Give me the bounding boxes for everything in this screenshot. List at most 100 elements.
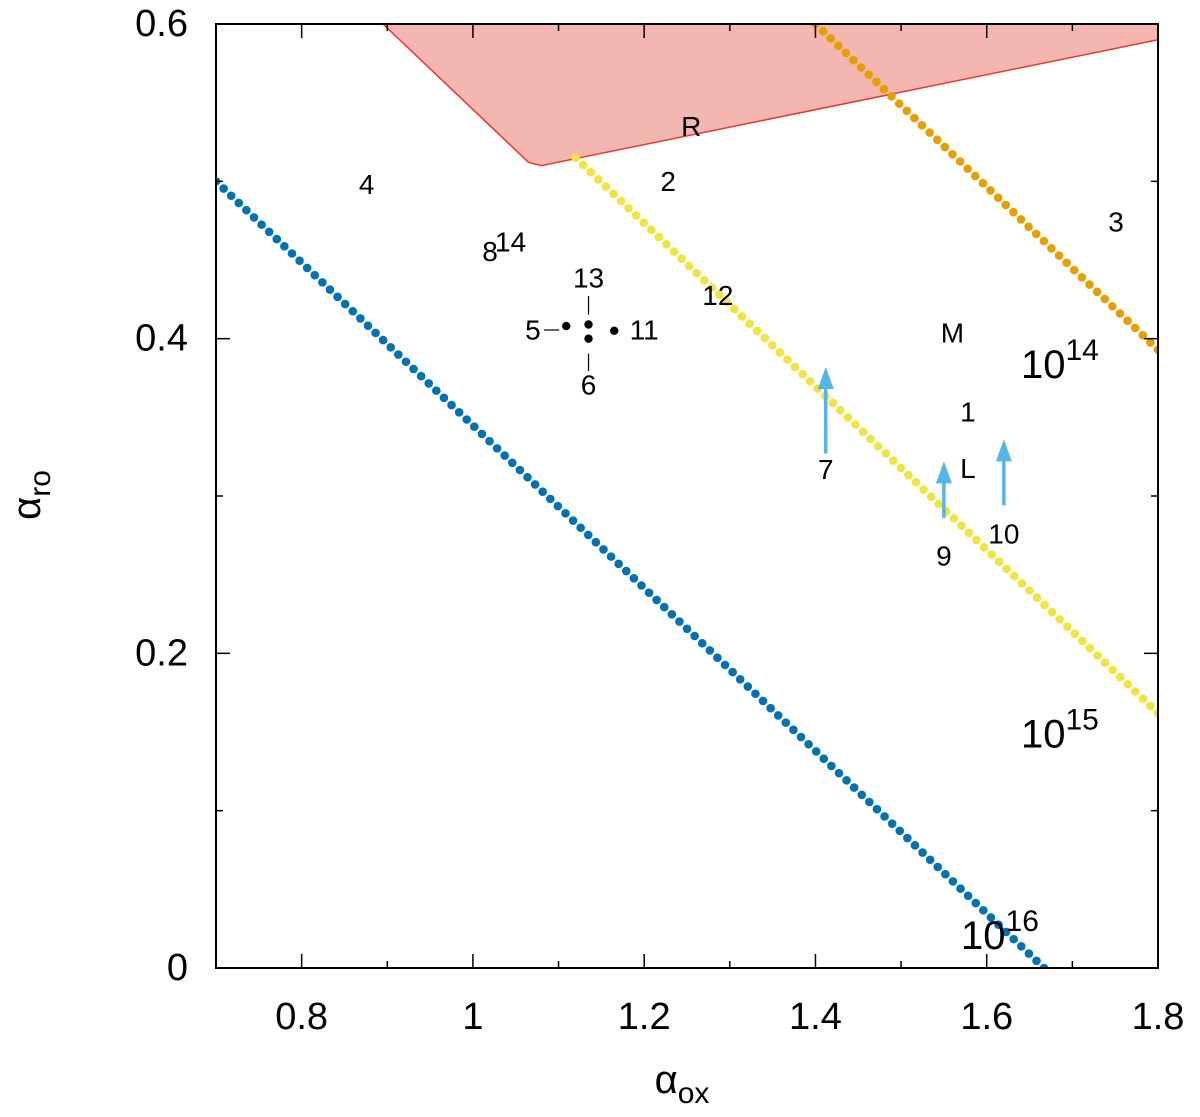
axis-ticks: 0.8 1 1.2 1.4 1.6 1.8 0 0.2 0.4 0.6 xyxy=(135,3,1184,1038)
series-dot xyxy=(963,164,972,174)
series-dot xyxy=(781,718,791,727)
series-dot xyxy=(454,407,464,417)
x-tick-label: 1.4 xyxy=(789,996,842,1038)
series-dot xyxy=(1108,665,1117,675)
series-dot xyxy=(226,191,236,201)
annotation-3: 3 xyxy=(1108,207,1124,238)
series-dot xyxy=(1078,636,1087,646)
series-dot xyxy=(439,393,449,403)
series-dot xyxy=(783,355,792,364)
series-dot xyxy=(280,241,289,251)
series-dot xyxy=(858,427,868,437)
series-label-base: 10 xyxy=(961,914,1006,958)
series-label-exponent: 15 xyxy=(1065,704,1098,737)
series-dot xyxy=(730,304,739,314)
series-dot xyxy=(818,26,828,36)
y-tick-label: 0 xyxy=(167,947,188,989)
series-dot xyxy=(904,470,913,480)
series-dot xyxy=(971,898,981,908)
series-dot xyxy=(295,256,304,266)
series-dot xyxy=(530,480,540,489)
series-dot xyxy=(675,617,684,626)
series-dot xyxy=(1123,316,1132,326)
series-dot xyxy=(1039,236,1049,246)
series-dot xyxy=(737,312,747,321)
series-dot xyxy=(866,434,875,444)
annotation-2: 2 xyxy=(660,166,676,197)
annotation-8: 8 xyxy=(482,236,498,267)
series-dot xyxy=(409,364,418,374)
series-dot xyxy=(1123,679,1133,689)
series-10-14 xyxy=(811,24,1158,354)
point-13 xyxy=(584,320,593,329)
x-axis-label-sub: ox xyxy=(678,1077,710,1110)
series-dot xyxy=(934,499,943,509)
series-dot xyxy=(955,157,965,166)
y-tick-label: 0.4 xyxy=(135,318,188,360)
series-dot xyxy=(948,149,957,159)
series-dot xyxy=(659,602,669,612)
series-dot xyxy=(333,292,342,302)
series-dot xyxy=(963,891,973,901)
series-dot xyxy=(578,160,588,170)
region-label-R: R xyxy=(681,111,701,142)
series-dot xyxy=(745,319,754,328)
series-dot xyxy=(1100,658,1110,667)
series-dot xyxy=(796,732,806,742)
series-dot xyxy=(477,429,487,439)
series-dot xyxy=(851,420,860,429)
series-dot xyxy=(804,739,813,749)
series-dot xyxy=(447,400,456,410)
series-dot xyxy=(363,321,373,330)
series-dot xyxy=(1009,207,1018,217)
y-tick-label: 0.6 xyxy=(135,3,188,45)
series-dot xyxy=(872,77,881,87)
series-dot xyxy=(249,213,259,222)
series-dot xyxy=(880,812,889,821)
series-dot xyxy=(752,326,762,336)
series-dot xyxy=(994,920,1003,929)
series-dot xyxy=(318,278,327,287)
series-dot xyxy=(1070,629,1080,639)
series-dot xyxy=(561,509,570,518)
series-dot xyxy=(896,463,906,473)
series-dot xyxy=(1093,651,1102,660)
series-dot xyxy=(272,234,282,244)
series-dot xyxy=(606,552,616,561)
series-layer xyxy=(216,24,1158,968)
series-dot xyxy=(986,913,996,922)
series-dot xyxy=(583,530,593,540)
series-dot xyxy=(1017,942,1026,951)
series-dot xyxy=(594,175,603,184)
series-label-base: 10 xyxy=(1021,713,1066,757)
series-dot xyxy=(1025,586,1034,595)
series-dot xyxy=(371,328,380,338)
series-dot xyxy=(637,581,646,590)
series-dot xyxy=(1153,345,1158,354)
arrow-head-10 xyxy=(995,439,1012,462)
series-dot xyxy=(424,379,434,388)
series-dot xyxy=(1100,294,1110,304)
point-11 xyxy=(610,326,619,335)
series-dot xyxy=(1138,330,1148,340)
series-dot xyxy=(735,675,745,684)
data-marks: 5 13 6 11 7 9 10 xyxy=(525,263,1019,572)
series-dot xyxy=(621,566,631,576)
series-dot xyxy=(639,218,649,227)
series-dot xyxy=(310,270,320,280)
series-dot xyxy=(432,386,441,395)
series-dot xyxy=(773,711,783,720)
series-dot xyxy=(378,335,388,345)
arrow-label-9: 9 xyxy=(936,540,952,571)
series-dot xyxy=(219,184,228,193)
series-dot xyxy=(1047,607,1057,617)
point-6 xyxy=(584,334,593,343)
series-dot xyxy=(971,171,980,181)
series-dot xyxy=(356,314,365,323)
series-dot xyxy=(667,610,677,619)
series-dot xyxy=(677,254,686,264)
series-dot xyxy=(798,369,807,379)
series-dot xyxy=(416,371,426,381)
